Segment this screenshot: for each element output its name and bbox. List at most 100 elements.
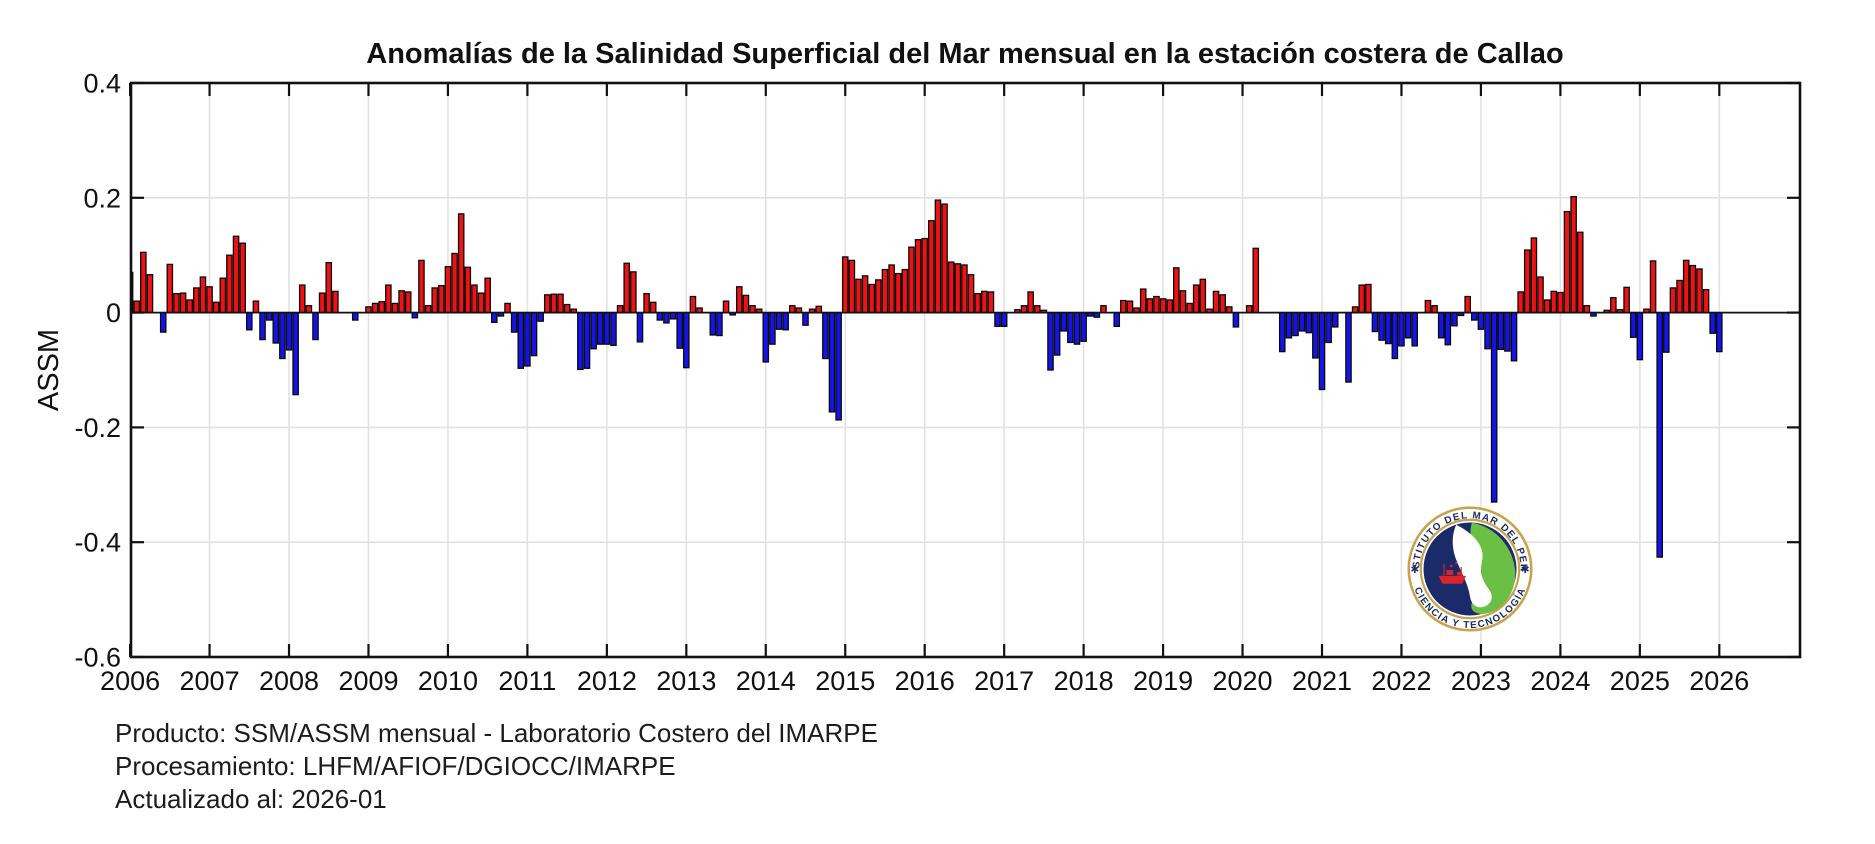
positive-anomaly-bar xyxy=(173,293,180,314)
negative-anomaly-bar xyxy=(822,311,829,360)
positive-anomaly-bar xyxy=(438,284,445,314)
y-tick-label: 0 xyxy=(106,298,121,328)
negative-anomaly-bar xyxy=(1484,311,1491,350)
logo-peru-map xyxy=(1452,524,1492,608)
positive-anomaly-bar xyxy=(623,262,631,314)
positive-anomaly-bar xyxy=(841,256,849,314)
negative-anomaly-bar xyxy=(1437,311,1445,339)
negative-anomaly-bar xyxy=(683,311,690,369)
negative-anomaly-bar xyxy=(590,311,597,350)
positive-anomaly-bar xyxy=(543,294,551,314)
negative-anomaly-bar xyxy=(1444,311,1452,346)
x-tick-label: 2006 xyxy=(100,666,160,696)
footer-processing-line: Procesamiento: LHFM/AFIOF/DGIOCC/IMARPE xyxy=(115,751,676,781)
positive-anomaly-bar xyxy=(749,305,756,314)
positive-anomaly-bar xyxy=(391,302,399,314)
negative-anomaly-bar xyxy=(292,311,299,396)
positive-anomaly-bar xyxy=(1146,298,1154,314)
positive-anomaly-bar xyxy=(1689,264,1697,314)
x-tick-label: 2026 xyxy=(1689,666,1749,696)
negative-anomaly-bar xyxy=(279,311,286,360)
negative-anomaly-bar xyxy=(1053,311,1061,356)
positive-anomaly-bar xyxy=(908,246,915,314)
positive-anomaly-bar xyxy=(974,293,981,314)
positive-anomaly-bar xyxy=(1100,305,1107,314)
negative-anomaly-bar xyxy=(1278,311,1286,353)
logo-side-asterisks xyxy=(1411,565,1529,573)
negative-anomaly-bar xyxy=(1663,311,1670,353)
positive-anomaly-bar xyxy=(378,301,386,314)
negative-anomaly-bar xyxy=(676,311,683,349)
positive-anomaly-bar xyxy=(1219,294,1226,314)
positive-anomaly-bar xyxy=(1020,305,1028,314)
positive-anomaly-bar xyxy=(1464,295,1471,314)
imarpe-logo: INSTITUTO DEL MAR DEL PERÚ CIENCIA Y TEC… xyxy=(1407,506,1533,632)
positive-anomaly-bar xyxy=(1173,267,1180,314)
positive-anomaly-bar xyxy=(398,290,405,314)
positive-anomaly-bar xyxy=(232,235,240,314)
positive-anomaly-bar xyxy=(1696,268,1703,314)
positive-anomaly-bar xyxy=(649,301,657,314)
positive-anomaly-bar xyxy=(722,300,730,314)
plot-border xyxy=(129,81,1802,659)
positive-anomaly-bar xyxy=(1365,283,1372,314)
negative-anomaly-bar xyxy=(663,311,670,324)
positive-anomaly-bar xyxy=(179,292,187,314)
x-tick-label: 2007 xyxy=(180,666,240,696)
positive-anomaly-bar xyxy=(206,286,213,314)
y-tick-label: -0.4 xyxy=(74,528,121,558)
negative-anomaly-bar xyxy=(1709,311,1716,334)
positive-anomaly-bar xyxy=(1563,210,1571,314)
positive-anomaly-bar xyxy=(1153,295,1160,314)
y-tick-label: 0.2 xyxy=(83,183,121,213)
negative-anomaly-bar xyxy=(1345,311,1352,383)
negative-anomaly-bar xyxy=(272,311,280,344)
negative-anomaly-bar xyxy=(285,311,293,351)
positive-anomaly-bar xyxy=(967,274,975,314)
logo-ship-icon xyxy=(1438,562,1467,584)
positive-anomaly-bar xyxy=(894,272,902,314)
negative-anomaly-bar xyxy=(1411,311,1419,347)
positive-anomaly-bar xyxy=(788,305,796,314)
positive-anomaly-bar xyxy=(1199,278,1207,314)
positive-anomaly-bar xyxy=(875,279,882,314)
positive-anomaly-bar xyxy=(332,290,339,314)
negative-anomaly-bar xyxy=(1398,311,1405,347)
negative-anomaly-bar xyxy=(1292,311,1299,337)
negative-anomaly-bar xyxy=(1716,311,1723,353)
negative-anomaly-bar xyxy=(1451,311,1458,327)
negative-anomaly-bar xyxy=(351,311,359,321)
positive-anomaly-bar xyxy=(219,277,227,314)
negative-anomaly-bar xyxy=(1384,311,1392,345)
positive-anomaly-bar xyxy=(193,287,200,314)
negative-anomaly-bar xyxy=(1629,311,1637,338)
positive-anomaly-bar xyxy=(457,213,465,314)
x-tick-label: 2012 xyxy=(577,666,637,696)
positive-anomaly-bar xyxy=(1166,299,1174,314)
positive-anomaly-bar xyxy=(239,242,246,314)
negative-anomaly-bar xyxy=(636,311,644,343)
negative-anomaly-bar xyxy=(828,311,836,413)
positive-anomaly-bar xyxy=(186,299,193,314)
positive-anomaly-bar xyxy=(934,199,942,314)
negative-anomaly-bar xyxy=(1636,311,1644,361)
positive-anomaly-bar xyxy=(424,305,432,314)
footer-product-line: Producto: SSM/ASSM mensual - Laboratorio… xyxy=(115,718,878,748)
positive-anomaly-bar xyxy=(954,263,962,314)
positive-anomaly-bar xyxy=(1649,260,1657,314)
positive-anomaly-bar xyxy=(252,300,260,314)
negative-anomaly-bar xyxy=(1080,311,1087,342)
y-tick-label: 0.4 xyxy=(83,69,121,99)
positive-anomaly-bar xyxy=(550,293,558,314)
x-tick-labels: 2006 2007 2008 2009 2010 2011 2012 2013 2014 2015… xyxy=(100,666,1749,696)
negative-anomaly-bar xyxy=(259,311,266,341)
positive-anomaly-bar xyxy=(418,259,425,314)
negative-anomaly-bar xyxy=(517,311,525,369)
positive-anomaly-bar xyxy=(1159,298,1167,314)
positive-anomaly-bar xyxy=(1557,291,1564,314)
positive-anomaly-bar xyxy=(325,262,333,314)
positive-anomaly-bar xyxy=(1537,276,1544,314)
negative-anomaly-bar xyxy=(835,311,842,421)
negative-anomaly-bar xyxy=(1331,311,1339,328)
positive-anomaly-bar xyxy=(504,302,511,314)
